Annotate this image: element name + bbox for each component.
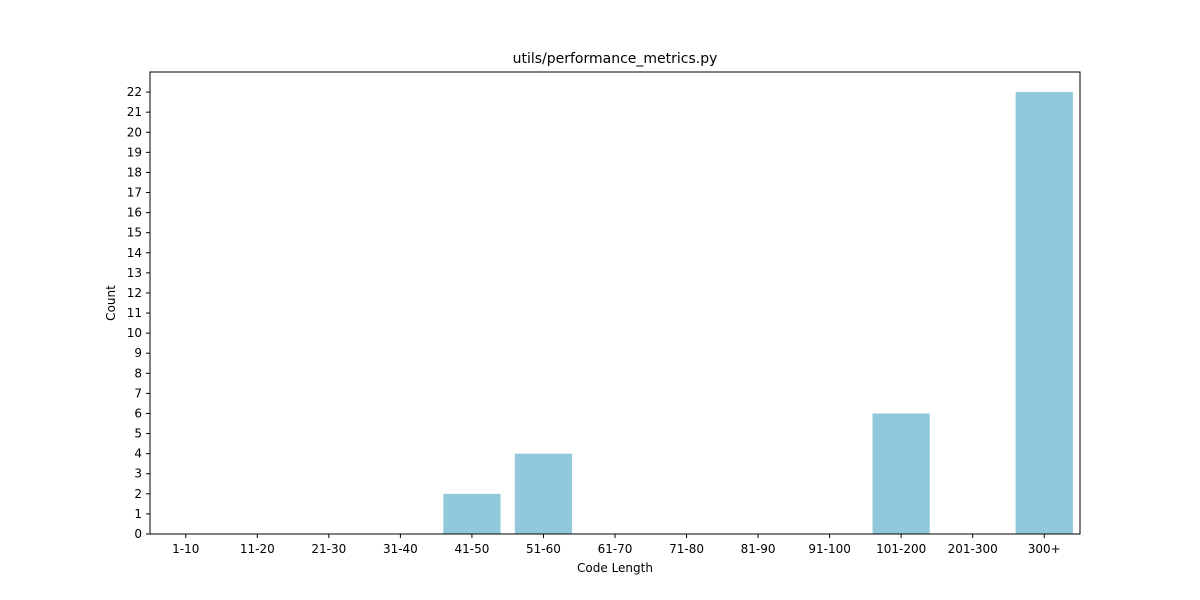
- y-tick-label: 0: [134, 527, 142, 541]
- x-tick-label: 101-200: [876, 542, 926, 556]
- chart-title: utils/performance_metrics.py: [513, 51, 718, 67]
- y-tick-label: 16: [127, 206, 142, 220]
- y-tick-label: 21: [127, 105, 142, 119]
- y-tick-label: 8: [134, 366, 142, 380]
- x-tick-label: 81-90: [741, 542, 776, 556]
- y-tick-label: 18: [127, 165, 142, 179]
- y-tick-label: 14: [127, 246, 142, 260]
- x-tick-label: 31-40: [383, 542, 418, 556]
- y-tick-label: 13: [127, 266, 142, 280]
- x-tick-label: 41-50: [454, 542, 489, 556]
- plot-frame: [149, 71, 1081, 535]
- x-tick-label: 11-20: [240, 542, 275, 556]
- x-tick-label: 51-60: [526, 542, 561, 556]
- y-axis-label: Count: [104, 285, 118, 321]
- y-tick-label: 10: [127, 326, 142, 340]
- y-tick-label: 3: [134, 467, 142, 481]
- x-axis-ticks: 1-10 11-20 21-30 31-40 41-50 51-60 61-70 71-80 8…: [172, 534, 1061, 556]
- bar-300+: [1015, 92, 1073, 534]
- y-tick-label: 15: [127, 226, 142, 240]
- x-tick-label: 1-10: [172, 542, 199, 556]
- y-tick-label: 5: [134, 427, 142, 441]
- bars-group: [443, 92, 1073, 534]
- y-tick-label: 1: [134, 507, 142, 521]
- x-tick-label: 300+: [1028, 542, 1061, 556]
- y-tick-label: 17: [127, 186, 142, 200]
- x-tick-label: 21-30: [311, 542, 346, 556]
- y-tick-label: 6: [134, 406, 142, 420]
- x-tick-label: 61-70: [598, 542, 633, 556]
- bar-41-50: [443, 493, 501, 534]
- y-tick-label: 2: [134, 487, 142, 501]
- y-tick-label: 12: [127, 286, 142, 300]
- x-axis-label: Code Length: [577, 561, 653, 575]
- y-tick-label: 4: [134, 447, 142, 461]
- y-tick-label: 7: [134, 386, 142, 400]
- x-tick-label: 71-80: [669, 542, 704, 556]
- y-tick-label: 20: [127, 125, 142, 139]
- x-tick-label: 201-300: [948, 542, 998, 556]
- bar-51-60: [514, 453, 573, 534]
- y-tick-label: 19: [127, 145, 142, 159]
- y-tick-label: 11: [127, 306, 142, 320]
- x-tick-label: 91-100: [808, 542, 851, 556]
- y-tick-label: 22: [127, 85, 142, 99]
- y-tick-label: 9: [134, 346, 142, 360]
- bar-101-200: [872, 413, 930, 534]
